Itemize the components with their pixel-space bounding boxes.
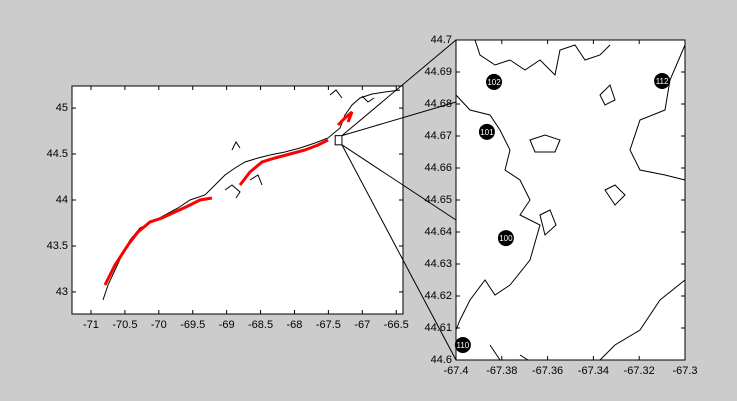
station-label: 102	[487, 78, 501, 87]
y-tick-label: 43.5	[47, 240, 68, 252]
station-marker	[654, 72, 671, 89]
station-marker	[486, 73, 503, 90]
x-tick-label: -67.38	[486, 365, 517, 377]
y-tick-label: 44.7	[431, 34, 452, 46]
y-tick-label: 44.67	[424, 130, 452, 142]
x-tick-label: -67.3	[672, 365, 697, 377]
x-tick-label: -67.34	[578, 365, 609, 377]
zoom-coastline	[455, 39, 686, 361]
zoom-region	[334, 135, 343, 146]
x-tick-label: -67.32	[624, 365, 655, 377]
y-tick-label: 44.5	[47, 148, 68, 160]
x-tick-label: -70.5	[112, 319, 137, 331]
x-tick-label: -67.5	[316, 319, 341, 331]
zoom-connector	[341, 144, 457, 361]
zoom-connector	[341, 101, 457, 137]
zoom-axes	[455, 39, 686, 361]
y-tick-label: 44.68	[424, 98, 452, 110]
y-tick-label: 44.64	[424, 226, 452, 238]
station-label: 101	[480, 128, 494, 137]
station-marker	[497, 230, 514, 247]
station-marker	[478, 123, 495, 140]
x-tick-label: -68.5	[248, 319, 273, 331]
x-tick-label: -67.36	[532, 365, 563, 377]
zoom-connector	[341, 39, 457, 137]
station-label: 100	[499, 234, 513, 243]
x-tick-label: -70	[151, 319, 167, 331]
x-tick-label: -67.4	[443, 365, 468, 377]
x-tick-label: -69	[219, 319, 235, 331]
y-tick-label: 43	[56, 286, 68, 298]
overview-axes	[71, 85, 404, 315]
station-label: 112	[656, 77, 669, 86]
y-tick-label: 44.61	[424, 322, 452, 334]
y-tick-label: 44.6	[431, 354, 452, 366]
x-tick-label: -67	[354, 319, 370, 331]
station-marker	[454, 336, 471, 353]
x-tick-label: -68	[287, 319, 303, 331]
y-tick-label: 44.63	[424, 258, 452, 270]
y-tick-label: 44	[56, 194, 68, 206]
x-tick-label: -71	[83, 319, 99, 331]
y-tick-label: 44.65	[424, 194, 452, 206]
zoom-connector	[341, 144, 457, 221]
x-tick-label: -66.5	[384, 319, 409, 331]
y-tick-label: 45	[56, 102, 68, 114]
y-tick-label: 44.66	[424, 162, 452, 174]
y-tick-label: 44.69	[424, 66, 452, 78]
station-label: 110	[456, 341, 469, 350]
x-tick-label: -69.5	[180, 319, 205, 331]
y-tick-label: 44.62	[424, 290, 452, 302]
observation-tracks	[103, 110, 354, 286]
